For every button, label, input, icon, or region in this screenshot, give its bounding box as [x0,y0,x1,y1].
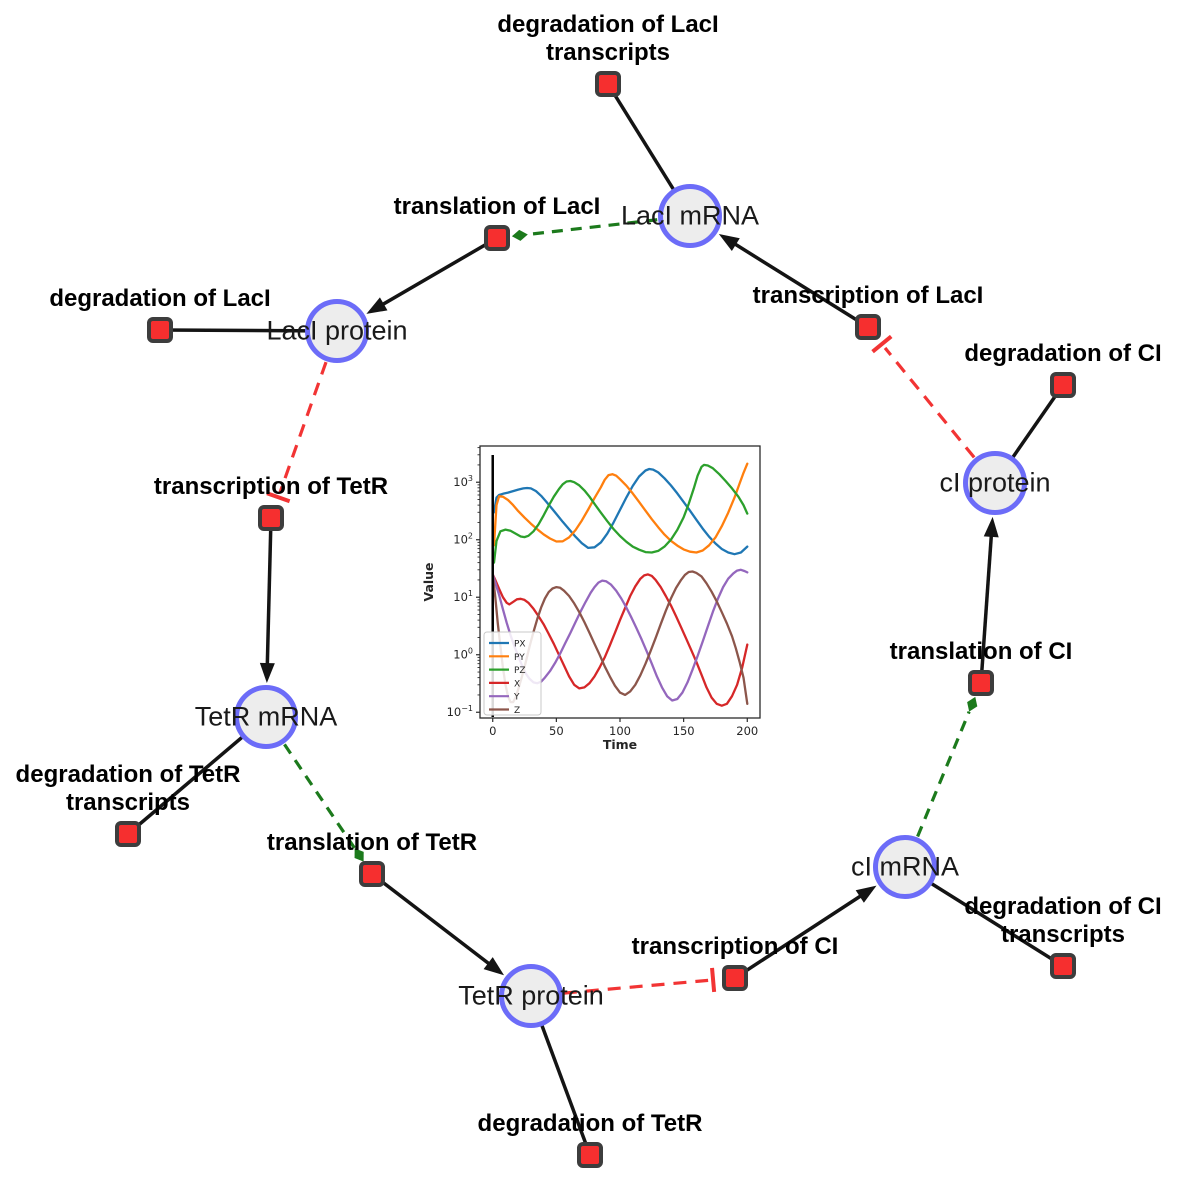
reaction-node-deg-laci-tx [595,71,621,97]
legend-label-x: X [514,679,520,689]
edge-transl-ci-ci-protein-production [979,516,999,684]
reaction-node-deg-tetr-tx [115,821,141,847]
chart-series-px [492,467,749,556]
reaction-label-transcr-tetr: transcription of TetR [153,473,389,500]
legend-label-py: PY [514,653,525,663]
chart-x-tick-label: 150 [673,724,695,738]
reaction-node-deg-laci [147,317,173,343]
chart-x-tick-label: 100 [609,724,631,738]
edge-transcr-ci-ci-mrna-production [734,885,877,980]
edge-transcr-laci-laci-mrna-production [718,233,869,329]
reaction-node-deg-tetr [577,1142,603,1168]
reaction-label-deg-ci-tx: degradation of CI transcripts [964,893,1162,948]
species-label-ci-protein: cI protein [939,467,1051,498]
species-label-tetr-protein: TetR protein [458,980,604,1011]
species-node-laci-mrna [658,184,722,248]
edge-transcr-tetr-tetr-mrna-production [259,517,275,684]
edge-transl-tetr-tetr-protein-production [370,872,505,976]
edge-ci-mrna-transl-ci-modifier [916,696,978,838]
legend-label-px: PX [514,640,526,650]
chart-x-tick-label: 50 [549,724,564,738]
legend-label-z: Z [514,706,520,716]
reaction-node-deg-ci-tx [1050,953,1076,979]
reaction-label-transcr-ci: transcription of CI [631,933,839,960]
reaction-label-deg-ci: degradation of CI [964,340,1162,367]
chart-x-tick-label: 200 [736,724,758,738]
reaction-label-deg-tetr: degradation of TetR [477,1110,703,1137]
species-label-tetr-mrna: TetR mRNA [194,701,338,732]
chart-y-tick-label: 101 [453,589,473,604]
chart-series-pz [492,463,749,564]
reaction-node-deg-ci [1050,372,1076,398]
reaction-node-transl-tetr [359,861,385,887]
legend-label-y: Y [513,693,520,703]
reaction-label-transl-tetr: translation of TetR [266,829,478,856]
edge-ci-protein-transcr-laci-inhibition [871,334,976,459]
reaction-node-transl-laci [484,225,510,251]
species-label-laci-mrna: LacI mRNA [620,200,760,231]
chart-series-py [492,462,749,554]
chart-y-tick-label: 102 [453,532,473,547]
chart-y-tick-label: 103 [453,474,473,489]
species-node-ci-mrna [873,835,937,899]
reaction-label-deg-tetr-tx: degradation of TetR transcripts [15,761,241,816]
chart-series-x [491,573,749,707]
edge-tetr-protein-transcr-ci-inhibition [563,967,717,995]
chart-legend: PX PY PZ XYZ [483,631,542,716]
reaction-label-deg-laci: degradation of LacI [49,285,271,312]
reaction-label-transcr-laci: transcription of LacI [752,282,984,309]
edge-laci-protein-transcr-tetr-inhibition [266,361,328,504]
chart-curves [491,455,749,717]
reaction-label-transl-laci: translation of LacI [393,193,601,220]
species-label-ci-mrna: cI mRNA [851,851,959,882]
edge-transl-laci-laci-protein-production [366,236,498,314]
species-label-laci-protein: LacI protein [266,315,408,346]
chart-x-tick-label: 0 [489,724,496,738]
chart-y-tick-label: 10−1 [447,704,473,719]
legend-label-pz: PZ [514,666,526,676]
reaction-node-transcr-tetr [258,505,284,531]
reaction-node-transcr-ci [722,965,748,991]
species-node-ci-protein [963,451,1027,515]
species-node-tetr-protein [499,964,563,1028]
reaction-label-transl-ci: translation of CI [889,638,1073,665]
inset-timeseries-chart: 0 50 100 150 200 103 102 101 100 10−1 PX PY PZ XYZ T… [421,445,761,752]
reaction-label-deg-laci-tx: degradation of LacI transcripts [497,11,719,66]
species-node-laci-protein [305,299,369,363]
chart-y-tick-label: 100 [453,647,473,662]
species-node-tetr-mrna [234,685,298,749]
edge-tetr-mrna-transl-tetr-modifier [283,743,364,862]
chart-ylabel: Value [421,562,436,601]
reaction-node-transl-ci [968,670,994,696]
edge-laci-mrna-transl-laci-modifier [511,218,658,241]
reaction-node-transcr-laci [855,314,881,340]
chart-xlabel: Time [603,737,637,752]
